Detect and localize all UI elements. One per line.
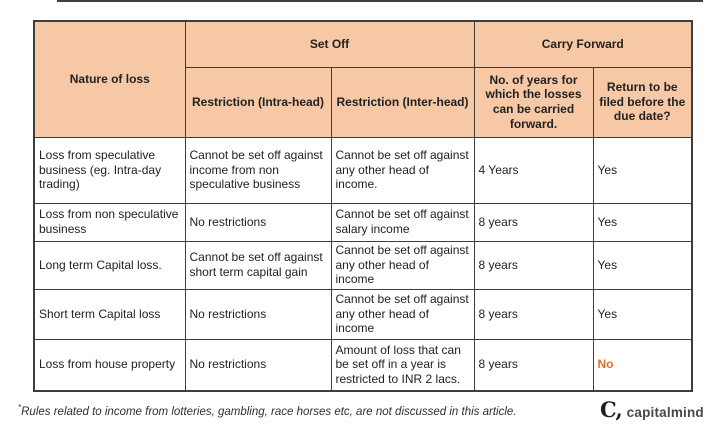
header-cell-set-off: Set Off [184,20,475,68]
cell-nature: Loss from house property [33,338,186,392]
capitalmind-wordmark: capitalmind [626,405,704,420]
cell-inter-restriction: Cannot be set off against salary income [330,202,475,242]
cell-years: 8 years [473,240,594,290]
cell-years: 8 years [473,338,594,392]
cell-nature: Loss from speculative business (eg. Intr… [33,136,186,204]
cell-return-due: Yes [592,240,693,290]
table-row: Long term Capital loss. Cannot be set of… [33,240,693,290]
table-row: Loss from house property No restrictions… [33,338,693,392]
header-cell-return-due: Return to be filed before the due date? [592,66,693,138]
cell-intra-restriction: No restrictions [184,338,332,392]
cell-years: 4 Years [473,136,594,204]
header-cell-carry-forward: Carry Forward [473,20,693,68]
cell-inter-restriction: Amount of loss that can be set off in a … [330,338,475,392]
cell-intra-restriction: No restrictions [184,202,332,242]
capitalmind-logo: C, capitalmind [600,399,704,420]
cell-nature: Short term Capital loss [33,288,186,340]
footnote-asterisk: * [18,403,22,412]
header-row-groups: Nature of loss Set Off Carry Forward [33,20,693,138]
cell-inter-restriction: Cannot be set off against any other head… [330,136,475,204]
header-cell-years-carried: No. of years for which the losses can be… [473,66,594,138]
header-cell-nature-of-loss: Nature of loss [33,20,186,138]
cell-years: 8 years [473,288,594,340]
table-row: Short term Capital loss No restrictions … [33,288,693,340]
header-row-columns: Restriction (Intra-head) Restriction (In… [34,66,693,138]
cell-intra-restriction: No restrictions [184,288,332,340]
header-cell-restriction-intra: Restriction (Intra-head) [184,66,332,138]
cell-intra-restriction: Cannot be set off against income from no… [184,136,332,204]
cell-return-due: Yes [592,202,693,242]
table-row: Loss from speculative business (eg. Intr… [33,136,693,204]
loss-rules-table: Nature of loss Set Off Carry Forward Res… [33,20,693,392]
cell-return-due-no: No [592,338,693,392]
header-cell-restriction-inter: Restriction (Inter-head) [330,66,475,138]
cell-years: 8 years [473,202,594,242]
cell-return-due: Yes [592,136,693,204]
table-row: Loss from non speculative business No re… [33,202,693,242]
capitalmind-logo-icon: C, [600,397,623,422]
cell-return-due: Yes [592,288,693,340]
top-divider-line [57,0,703,2]
footnote-text: Rules related to income from lotteries, … [21,405,517,418]
footnote: *Rules related to income from lotteries,… [18,403,517,418]
cell-inter-restriction: Cannot be set off against any other head… [330,240,475,290]
cell-inter-restriction: Cannot be set off against any other head… [330,288,475,340]
cell-nature: Loss from non speculative business [33,202,186,242]
cell-intra-restriction: Cannot be set off against short term cap… [184,240,332,290]
cell-nature: Long term Capital loss. [33,240,186,290]
